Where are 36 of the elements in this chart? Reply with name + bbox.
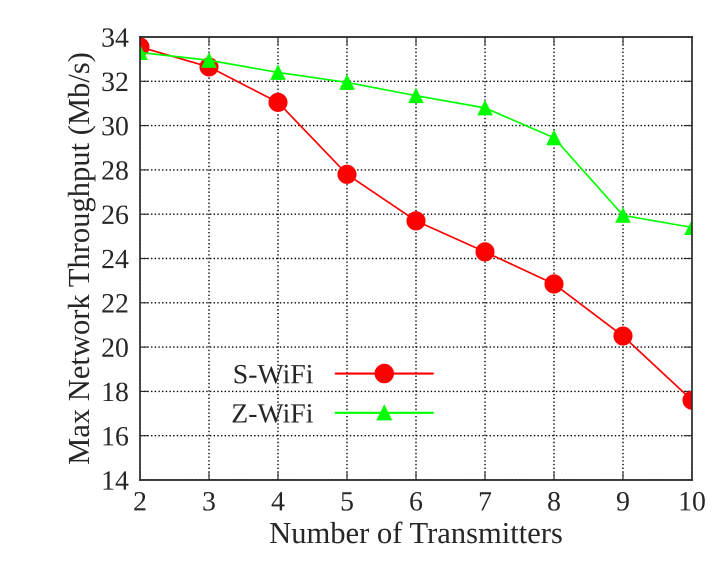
point (406, 211, 426, 230)
point (616, 208, 630, 223)
point (475, 242, 495, 262)
point (408, 88, 424, 104)
point (337, 164, 357, 184)
x-tick-label: 4 (272, 492, 285, 510)
y-tick-label: 24 (102, 250, 128, 268)
point (268, 92, 288, 112)
y-tick-label: 22 (102, 294, 128, 312)
y-tick-label: 14 (104, 471, 128, 490)
y-tick-label: 18 (104, 382, 128, 402)
x-tick-label: 5 (342, 492, 353, 511)
x-tick-label: 10 (680, 492, 705, 511)
y-tick-label: 34 (102, 28, 128, 47)
point (546, 130, 562, 146)
x-tick-label: 7 (480, 492, 492, 510)
y-tick-label: 28 (102, 161, 128, 180)
point (340, 74, 354, 90)
x-tick-label: 9 (616, 492, 629, 511)
x-tick-label: 6 (410, 492, 422, 511)
point (478, 100, 492, 116)
y-tick-label: 32 (102, 72, 128, 92)
y-tick-label: 16 (104, 426, 128, 446)
point (270, 64, 286, 80)
y-axis-title: Max Network Throughput (Mb/s) (68, 53, 96, 464)
legend-label: S-WiFi (234, 364, 313, 384)
point (544, 274, 564, 294)
legend-label: Z-WiFi (232, 404, 313, 423)
x-tick-label: 8 (548, 492, 560, 511)
y-tick-label: 26 (102, 205, 128, 224)
point (613, 326, 633, 346)
x-tick-label: 3 (203, 492, 215, 511)
x-axis-title: Number of Transmitters (270, 522, 562, 544)
y-tick-label: 30 (102, 116, 128, 136)
y-tick-label: 20 (102, 338, 128, 358)
x-tick-label: 2 (134, 492, 146, 510)
